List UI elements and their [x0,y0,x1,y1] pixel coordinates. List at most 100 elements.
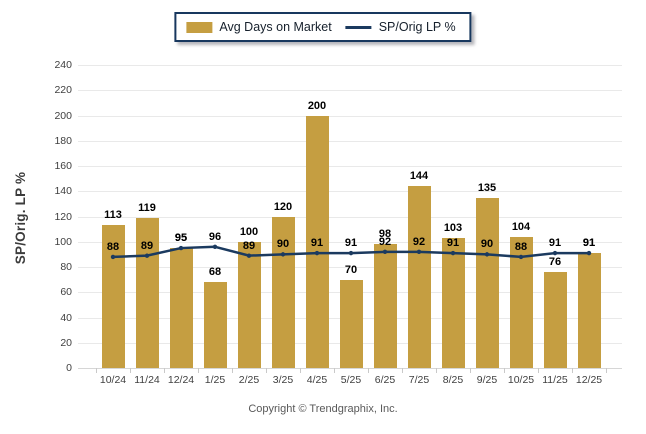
line-point-marker [314,250,320,256]
x-axis-tick [300,368,301,373]
line-value-label: 92 [412,235,426,248]
x-tick-label: 1/25 [204,374,226,386]
x-tick-label: 3/25 [272,374,294,386]
legend-item-bar: Avg Days on Market [186,20,332,34]
bar [407,186,431,368]
bar-value-label: 144 [409,170,429,183]
x-axis-tick [436,368,437,373]
y-tick-label: 160 [54,160,72,172]
bar-value-label: 68 [208,266,222,279]
x-tick-label: 2/25 [238,374,260,386]
line-point-marker [110,254,116,260]
bar-value-label: 103 [443,221,463,234]
bar-value-label: 200 [307,99,327,112]
x-axis-tick [538,368,539,373]
line-point-marker [450,250,456,256]
line-point-marker [144,253,150,258]
line-value-label: 88 [514,240,528,253]
gridline [78,267,622,268]
y-tick-label: 20 [60,336,72,349]
legend-item-line: SP/Orig LP % [345,20,456,34]
gridline [78,241,622,243]
x-axis-tick [198,368,199,373]
x-axis-tick [164,368,165,373]
x-axis-tick [130,368,131,373]
line-point-marker [212,244,218,249]
bar-value-label: 104 [511,220,531,233]
x-axis-tick [368,368,369,373]
x-tick-label: 9/25 [476,374,498,386]
bar-value-label: 100 [239,225,259,238]
x-tick-label: 4/25 [306,374,328,386]
line-point-marker [484,252,490,257]
bar [373,244,397,368]
line-value-label: 90 [480,238,494,251]
x-axis-tick [96,368,97,373]
bar-value-label: 113 [104,209,122,222]
y-axis-title: SP/Orig. LP % [13,171,28,265]
line-value-label: 91 [548,237,562,250]
bar [509,236,533,368]
line-series [110,244,592,260]
line-value-label: 91 [310,237,324,250]
line-value-label: 89 [242,239,256,252]
bar-value-label: 95 [174,232,188,245]
line-point-marker [348,250,354,256]
line-point-marker [586,250,592,256]
x-tick-label: 11/25 [542,374,568,386]
y-tick-label: 60 [60,286,72,299]
bar [475,197,499,368]
gridline [78,140,622,142]
line-value-label: 91 [344,237,358,250]
x-tick-label: 12/24 [167,374,195,386]
line-point-marker [552,250,558,256]
x-axis-baseline [78,368,622,369]
line-point-marker [246,253,252,258]
plot-area: 113 119 95 68 100 120 200 70 98 144 103 135 104 76 91 8… [78,65,622,369]
bar-value-label: 91 [582,237,596,250]
line-value-label: 92 [378,235,392,248]
gridline [78,65,622,66]
y-tick-label: 200 [54,109,72,122]
line-value-label: 95 [174,232,188,245]
gridline [78,115,622,117]
x-axis-tick [232,368,233,373]
line-point-marker [382,249,388,255]
line-point-marker [518,254,524,260]
y-tick-label: 100 [54,235,72,248]
legend-line-label: SP/Orig LP % [378,20,456,34]
y-tick-label: 220 [54,84,72,97]
y-tick-label: 180 [54,134,72,147]
legend-bar-swatch-icon [186,21,213,33]
y-tick-label: 0 [66,362,72,374]
bar [577,253,601,368]
bar [305,115,329,368]
y-tick-label: 240 [54,59,72,71]
bar [169,248,193,368]
x-axis-tick [266,368,267,373]
x-axis-tick [470,368,471,373]
line-value-label: 96 [208,230,222,243]
line-value-label: 91 [446,237,460,250]
x-axis-tick [334,368,335,373]
bar-value-label: 135 [477,181,497,194]
bar [441,237,465,368]
bar [101,225,125,368]
line-value-label: 90 [276,238,290,251]
chart-legend: Avg Days on Market SP/Orig LP % [174,12,472,42]
legend-line-swatch-icon [345,25,372,29]
line-point-marker [280,252,286,257]
x-axis-tick [572,368,573,373]
bar [203,282,227,368]
line-point-marker [178,245,184,251]
bar [237,241,261,368]
gridline [78,216,622,218]
bar-value-label: 98 [378,228,392,241]
x-tick-label: 7/25 [408,374,430,386]
bar [543,272,567,368]
x-tick-label: 10/24 [99,374,127,386]
bar-value-label: 76 [548,256,562,269]
x-axis-tick [504,368,505,373]
gridline [78,166,622,167]
